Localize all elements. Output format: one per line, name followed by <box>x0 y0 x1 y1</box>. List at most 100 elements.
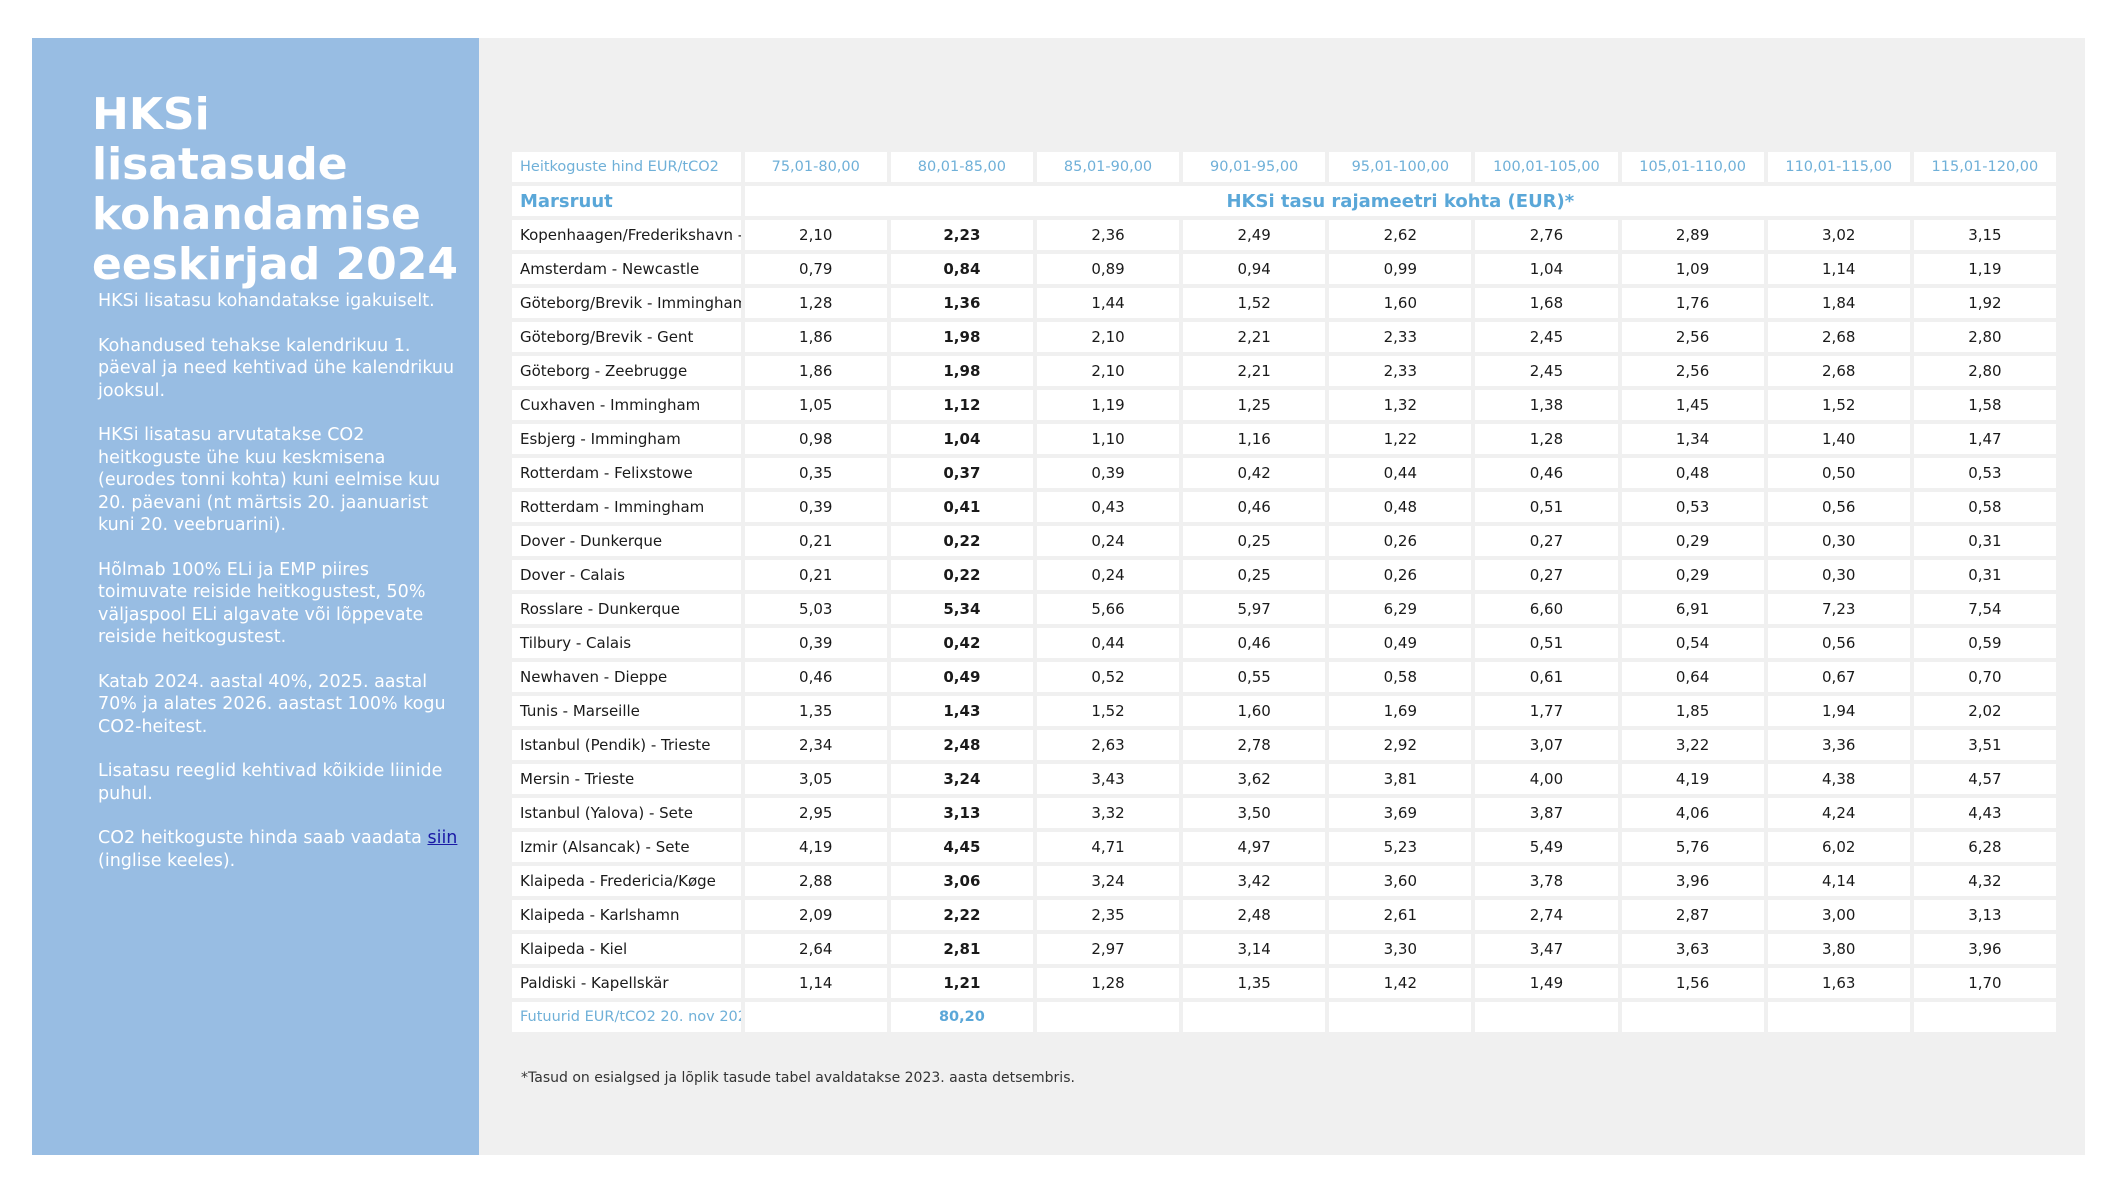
fee-cell: 0,89 <box>1036 254 1180 284</box>
fee-cell: 0,50 <box>1767 458 1910 488</box>
footnote: *Tasud on esialgsed ja lõplik tasude tab… <box>521 1070 1075 1086</box>
fee-cell: 0,49 <box>890 662 1033 692</box>
data-row: Kopenhaagen/Frederikshavn - Oslo2,102,23… <box>512 220 2056 250</box>
paragraph: HKSi lisatasu kohandatakse igakuiselt. <box>98 291 435 311</box>
data-row: Tilbury - Calais 0,39 0,42 0,44 0,46 0,49 0,51… <box>512 628 2056 658</box>
fee-cell: 1,60 <box>1183 696 1326 726</box>
data-row: Newhaven - Dieppe 0,46 0,49 0,52 0,55 0,58 0,6… <box>512 662 2056 692</box>
route-cell: Istanbul (Yalova) - Sete <box>512 798 741 828</box>
label-row: Marsruut HKSi tasu rajameetri kohta (EUR)… <box>512 186 2056 216</box>
fee-cell: 1,68 <box>1475 288 1618 318</box>
fee-cell: 0,53 <box>1913 458 2056 488</box>
fee-cell: 4,32 <box>1913 866 2056 896</box>
fee-cell: 2,10 <box>1036 322 1180 352</box>
link-paragraph: CO2 heitkoguste hinda saab vaadata siin … <box>98 827 458 872</box>
fee-cell: 5,23 <box>1329 832 1472 862</box>
fee-cell: 4,19 <box>744 832 887 862</box>
fee-cell: 3,87 <box>1475 798 1618 828</box>
header-row: Heitkoguste hind EUR/tCO2 75,01-80,00 80,0… <box>512 152 2056 182</box>
data-row: Esbjerg - Immingham 0,98 1,04 1,10 1,16 1,22 1… <box>512 424 2056 454</box>
route-cell: Klaipeda - Karlshamn <box>512 900 741 930</box>
data-row: Göteborg - Zeebrugge 1,86 1,98 2,10 2,21 2,33… <box>512 356 2056 386</box>
fee-cell: 1,70 <box>1913 968 2056 998</box>
fee-cell: 4,97 <box>1183 832 1326 862</box>
fee-cell: 4,57 <box>1913 764 2056 794</box>
route-cell: Göteborg/Brevik - Gent <box>512 322 741 352</box>
fee-cell: 1,84 <box>1767 288 1910 318</box>
fee-cell: 3,78 <box>1475 866 1618 896</box>
fee-cell: 5,03 <box>744 594 887 624</box>
fee-cell: 1,05 <box>744 390 887 420</box>
fee-cell: 0,79 <box>744 254 887 284</box>
fee-cell: 3,02 <box>1767 220 1910 250</box>
header-cell: 85,01-90,00 <box>1036 152 1180 182</box>
fee-cell: 0,44 <box>1036 628 1180 658</box>
paragraphs: HKSi lisatasu kohandatakse igakuiselt. Ko… <box>98 290 458 894</box>
fee-cell: 1,63 <box>1767 968 1910 998</box>
route-cell: Mersin - Trieste <box>512 764 741 794</box>
fee-cell: 0,22 <box>890 526 1033 556</box>
fee-cell: 3,62 <box>1183 764 1326 794</box>
fee-cell: 3,36 <box>1767 730 1910 760</box>
fee-cell: 0,24 <box>1036 526 1180 556</box>
fee-cell: 6,28 <box>1913 832 2056 862</box>
fee-table: Heitkoguste hind EUR/tCO2 75,01-80,00 80,0… <box>508 148 2060 1036</box>
fee-cell: 2,23 <box>890 220 1033 250</box>
route-cell: Klaipeda - Kiel <box>512 934 741 964</box>
fee-cell: 3,14 <box>1183 934 1326 964</box>
fee-cell: 3,13 <box>1913 900 2056 930</box>
fee-cell: 3,63 <box>1621 934 1764 964</box>
fee-cell: 0,70 <box>1913 662 2056 692</box>
fee-cell: 1,69 <box>1329 696 1472 726</box>
fee-cell: 2,81 <box>890 934 1033 964</box>
fee-cell: 2,35 <box>1036 900 1180 930</box>
route-label: Marsruut <box>512 186 741 216</box>
fee-cell: 1,43 <box>890 696 1033 726</box>
fee-cell: 1,19 <box>1913 254 2056 284</box>
fee-cell: 1,56 <box>1621 968 1764 998</box>
fee-cell: 0,46 <box>1183 628 1326 658</box>
text: CO2 heitkoguste hinda saab vaadata <box>98 828 428 848</box>
fee-cell: 1,32 <box>1329 390 1472 420</box>
fee-cell: 0,53 <box>1621 492 1764 522</box>
route-cell: Kopenhaagen/Frederikshavn - Oslo <box>512 220 741 250</box>
fee-cell: 1,86 <box>744 322 887 352</box>
header-cell: 115,01-120,00 <box>1913 152 2056 182</box>
fee-cell: 6,02 <box>1767 832 1910 862</box>
fee-cell: 3,80 <box>1767 934 1910 964</box>
fee-cell: 1,52 <box>1767 390 1910 420</box>
link[interactable]: siin <box>427 828 458 848</box>
fee-cell: 0,41 <box>890 492 1033 522</box>
fee-cell: 1,14 <box>744 968 887 998</box>
empty-cell <box>1621 1002 1764 1032</box>
fee-cell: 3,50 <box>1183 798 1326 828</box>
fee-cell: 0,67 <box>1767 662 1910 692</box>
fee-cell: 3,06 <box>890 866 1033 896</box>
fee-cell: 2,97 <box>1036 934 1180 964</box>
fee-cell: 0,64 <box>1621 662 1764 692</box>
fee-cell: 2,89 <box>1621 220 1764 250</box>
fee-cell: 2,92 <box>1329 730 1472 760</box>
fee-cell: 3,07 <box>1475 730 1618 760</box>
fee-cell: 1,22 <box>1329 424 1472 454</box>
fee-cell: 1,19 <box>1036 390 1180 420</box>
fee-cell: 4,71 <box>1036 832 1180 862</box>
fee-cell: 2,78 <box>1183 730 1326 760</box>
futures-value: 80,20 <box>890 1002 1033 1032</box>
fee-cell: 4,06 <box>1621 798 1764 828</box>
fee-cell: 1,16 <box>1183 424 1326 454</box>
fee-cell: 3,05 <box>744 764 887 794</box>
fee-cell: 5,49 <box>1475 832 1618 862</box>
fee-cell: 0,58 <box>1913 492 2056 522</box>
fee-cell: 7,54 <box>1913 594 2056 624</box>
fee-cell: 1,92 <box>1913 288 2056 318</box>
data-row: Dover - Calais 0,21 0,22 0,24 0,25 0,26 0,27 0,… <box>512 560 2056 590</box>
fee-cell: 1,04 <box>1475 254 1618 284</box>
fee-cell: 2,36 <box>1036 220 1180 250</box>
fee-cell: 6,60 <box>1475 594 1618 624</box>
fee-cell: 1,52 <box>1183 288 1326 318</box>
fee-cell: 1,28 <box>1036 968 1180 998</box>
empty-cell <box>744 1002 887 1032</box>
fee-cell: 1,44 <box>1036 288 1180 318</box>
fee-cell: 1,77 <box>1475 696 1618 726</box>
